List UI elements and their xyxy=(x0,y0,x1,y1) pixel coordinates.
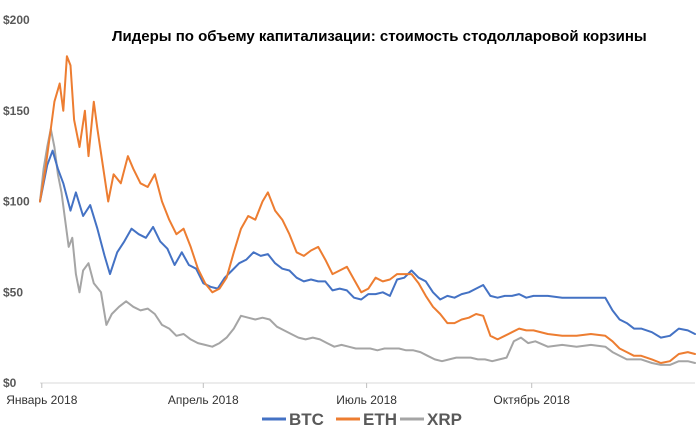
series-line-btc xyxy=(39,149,696,339)
x-tick-label: Июль 2018 xyxy=(336,393,397,407)
legend-label-btc: BTC xyxy=(289,410,324,429)
x-axis-ticks: Январь 2018 Апрель 2018 Июль 2018 Октябрь 2… xyxy=(6,383,570,407)
series-line-xrp xyxy=(39,127,696,366)
y-tick-label: $150 xyxy=(3,104,30,118)
y-tick-label: $50 xyxy=(3,285,23,299)
series-lines xyxy=(39,55,696,366)
legend-label-eth: ETH xyxy=(363,410,397,429)
series-line-eth xyxy=(39,55,696,364)
y-tick-label: $100 xyxy=(3,195,30,209)
x-tick-label: Апрель 2018 xyxy=(168,393,239,407)
chart-title: Лидеры по объему капитализации: стоимост… xyxy=(112,28,647,45)
y-axis-ticks: $0 $50 $100 $150 $200 xyxy=(3,13,30,390)
x-tick-label: Январь 2018 xyxy=(6,393,77,407)
y-tick-label: $0 xyxy=(3,376,17,390)
legend: BTC ETH XRP xyxy=(262,410,462,429)
y-tick-label: $200 xyxy=(3,13,30,27)
legend-label-xrp: XRP xyxy=(427,410,462,429)
x-tick-label: Октябрь 2018 xyxy=(493,393,570,407)
